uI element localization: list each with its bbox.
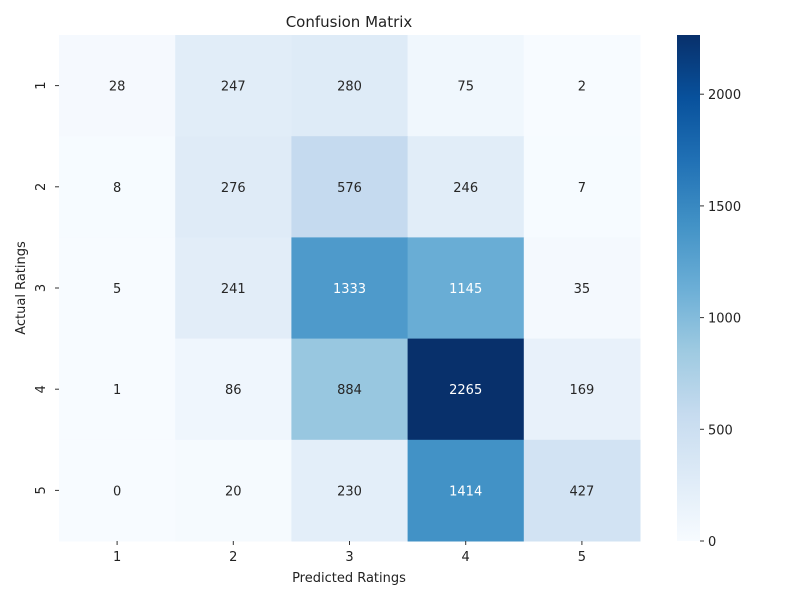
y-tick-label: 1 [34,81,49,89]
cell-value-label: 241 [221,282,246,297]
cell-value-label: 230 [337,484,362,499]
colorbar-tick-label: 0 [708,535,716,550]
heatmap-cell [523,136,641,238]
heatmap-cells [59,35,641,542]
heatmap-cell [291,35,409,137]
y-tick-label: 4 [34,385,49,393]
heatmap-cell-labels: 28 247 280 75 28 276 576 246 75 241 1333 1145 351 86 8… [109,80,594,500]
heatmap-cell [59,35,176,137]
cell-value-label: 169 [569,383,594,398]
heatmap-cell [407,136,525,238]
colorbar-tick-label: 500 [708,423,733,438]
heatmap-cell [407,338,525,441]
y-axis-ticks: 1 2 3 4 5 [34,81,59,495]
x-tick-label: 1 [113,550,121,565]
cell-value-label: 280 [337,80,362,95]
cell-value-label: 276 [221,181,246,196]
cell-value-label: 427 [569,484,594,499]
cell-value-label: 884 [337,383,362,398]
heatmap-cell [291,136,409,238]
x-axis-ticks: 1 2 3 4 5 [113,541,586,565]
heatmap-cell [175,136,292,238]
y-tick-label: 3 [34,284,49,292]
heatmap-cell [175,35,292,137]
cell-value-label: 8 [113,181,121,196]
heatmap-cell [523,237,641,340]
cell-value-label: 246 [453,181,478,196]
x-axis-label: Predicted Ratings [292,571,406,586]
x-tick-label: 3 [345,550,353,565]
colorbar-ticks: 0 500 1000 1500 2000 [700,88,741,550]
y-tick-label: 2 [34,183,49,191]
cell-value-label: 0 [113,484,121,499]
cell-value-label: 1 [113,383,121,398]
heatmap-cell [175,338,292,441]
cell-value-label: 1414 [449,484,482,499]
cell-value-label: 86 [225,383,242,398]
cell-value-label: 5 [113,282,121,297]
heatmap-cell [59,237,176,340]
cell-value-label: 576 [337,181,362,196]
cell-value-label: 2 [578,80,586,95]
cell-value-label: 35 [574,282,591,297]
colorbar-tick-label: 1000 [708,312,741,327]
cell-value-label: 1145 [449,282,482,297]
x-tick-label: 4 [462,550,470,565]
cell-value-label: 247 [221,80,246,95]
heatmap-cell [59,136,176,238]
chart-title: Confusion Matrix [286,13,413,31]
heatmap-cell [291,338,409,441]
colorbar-tick-label: 2000 [708,88,741,103]
colorbar [677,35,700,541]
cell-value-label: 2265 [449,383,482,398]
heatmap-cell [175,237,292,340]
heatmap-cell [523,439,641,542]
cell-value-label: 1333 [333,282,366,297]
cell-value-label: 7 [578,181,586,196]
heatmap-cell [175,439,292,542]
cell-value-label: 28 [109,80,126,95]
heatmap-cell [291,237,409,340]
y-tick-label: 5 [34,486,49,494]
colorbar-tick-label: 1500 [708,200,741,215]
x-tick-label: 5 [578,550,586,565]
cell-value-label: 75 [457,80,474,95]
heatmap-cell [407,439,525,542]
y-axis-label: Actual Ratings [14,241,29,335]
heatmap-cell [407,35,525,137]
heatmap-cell [291,439,409,542]
heatmap-cell [523,338,641,441]
heatmap-cell [59,439,176,542]
heatmap-cell [523,35,641,137]
heatmap-cell [59,338,176,441]
heatmap-cell [407,237,525,340]
cell-value-label: 20 [225,484,242,499]
x-tick-label: 2 [229,550,237,565]
